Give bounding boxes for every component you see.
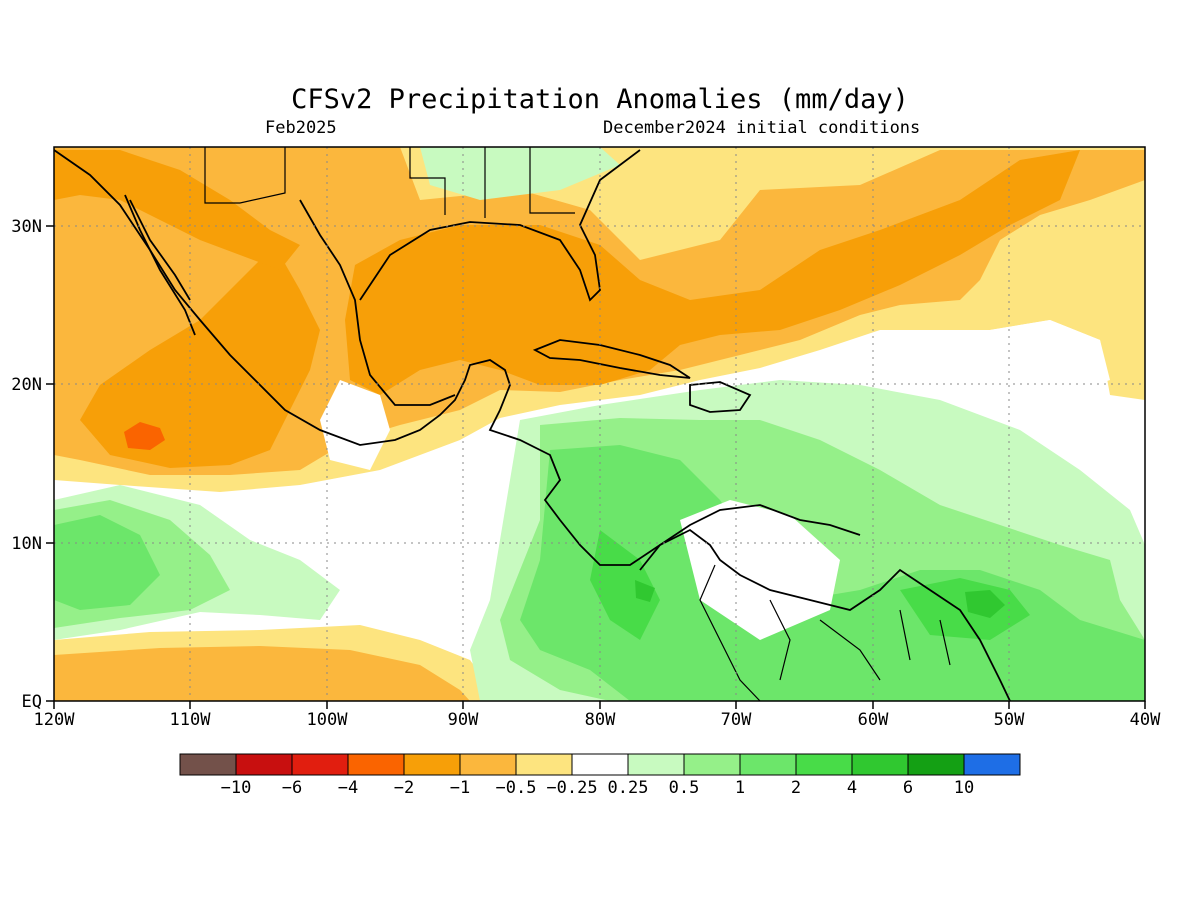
x-tick-label: 80W: [585, 710, 616, 730]
colorbar-swatch: [683, 753, 741, 776]
neutral-patch-subtropics: [990, 320, 1110, 390]
colorbar-label: −10: [221, 778, 252, 798]
colorbar-label: 4: [847, 778, 857, 798]
colorbar-label: −6: [282, 778, 302, 798]
colorbar-swatch: [851, 753, 909, 776]
colorbar-swatch: [179, 753, 237, 776]
dry-core-mexico: [54, 150, 300, 270]
x-tick-label: 100W: [307, 710, 349, 730]
colorbar-swatch: [571, 753, 629, 776]
x-tick-label: 90W: [448, 710, 479, 730]
axis-ticks: [46, 225, 1146, 709]
south-america-coast: [639, 528, 1011, 701]
y-tick-label: EQ: [22, 692, 42, 712]
colorbar-swatch: [795, 753, 853, 776]
initial-conditions: December2024 initial conditions: [603, 118, 921, 138]
colorbar-swatch: [403, 753, 461, 776]
wet-region-west-pacific-core: [54, 515, 160, 610]
colorbar-label: −2: [394, 778, 414, 798]
x-tick-label: 50W: [994, 710, 1025, 730]
x-tick-labels: 120W 110W 100W 90W 80W 70W 60W 50W 40W: [34, 710, 1162, 730]
colorbar-label: 0.5: [669, 778, 700, 798]
x-tick-label: 110W: [170, 710, 212, 730]
colorbar-label: −0.25: [546, 778, 597, 798]
colorbar-swatch: [347, 753, 405, 776]
country-borders: [204, 147, 951, 701]
colorbar-label: 2: [791, 778, 801, 798]
y-tick-label: 10N: [11, 534, 42, 554]
dry-core-east-pacific: [80, 255, 320, 468]
y-tick-labels: EQ 10N 20N 30N: [11, 217, 42, 712]
anomaly-field: [54, 147, 1145, 701]
colorbar-label: 1: [735, 778, 745, 798]
coastlines: [54, 147, 1011, 701]
colorbar-label: 0.25: [608, 778, 649, 798]
colorbar-swatch: [515, 753, 573, 776]
dry-band-south-core: [54, 646, 470, 701]
cuba: [532, 339, 691, 379]
colorbar: −10 −6 −4 −2 −1 −0.5 −0.25 0.25 0.5 1 2 4 6 10: [179, 753, 1021, 798]
neutral-patch-central-pacific: [320, 380, 390, 470]
baja-california: [124, 194, 196, 336]
colorbar-swatch: [291, 753, 349, 776]
colorbar-label: 6: [903, 778, 913, 798]
colorbar-label: −4: [338, 778, 358, 798]
x-tick-label: 60W: [858, 710, 889, 730]
colorbar-swatch: [459, 753, 517, 776]
colorbar-swatch: [907, 753, 965, 776]
y-tick-label: 30N: [11, 217, 42, 237]
forecast-month: Feb2025: [265, 118, 337, 138]
colorbar-swatch: [963, 753, 1021, 776]
map-title: CFSv2 Precipitation Anomalies (mm/day): [291, 84, 909, 115]
hispaniola: [689, 381, 752, 413]
colorbar-label: −0.5: [496, 778, 537, 798]
dry-extreme-spot: [124, 422, 165, 450]
colorbar-swatch: [627, 753, 685, 776]
colorbar-swatch: [739, 753, 797, 776]
grid-lines: [54, 147, 1145, 701]
x-tick-label: 40W: [1130, 710, 1161, 730]
y-tick-label: 20N: [11, 375, 42, 395]
x-tick-label: 70W: [721, 710, 752, 730]
colorbar-swatch: [235, 753, 293, 776]
colorbar-label: 10: [954, 778, 974, 798]
x-tick-label: 120W: [34, 710, 76, 730]
wet-region-north-atlantic: [420, 147, 620, 200]
neutral-patch-panama-bight: [680, 500, 840, 640]
dry-core-gulf: [345, 150, 1080, 395]
wet-region-strong: [590, 530, 1030, 640]
colorbar-label: −1: [450, 778, 470, 798]
